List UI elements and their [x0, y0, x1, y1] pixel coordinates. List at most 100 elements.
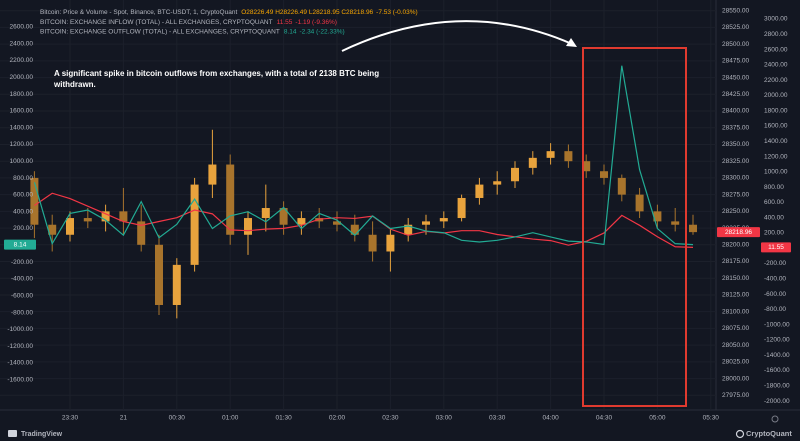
y-tick-label: 28450.00 [722, 74, 749, 81]
y-tick-label: -1200.00 [7, 343, 33, 350]
y-tick-label: 2800.00 [764, 31, 788, 38]
y-tick-label: 400.00 [764, 214, 784, 221]
candle-body [226, 164, 235, 235]
y-tick-label: -1000.00 [7, 326, 33, 333]
legend-name: BITCOIN: EXCHANGE INFLOW (TOTAL) - ALL E… [40, 19, 273, 26]
candle-body [172, 264, 181, 305]
legend-value: 8.14 [284, 28, 297, 35]
y-tick-label: 1000.00 [764, 169, 788, 176]
x-tick-label: 05:30 [703, 415, 720, 422]
candle-body [493, 181, 502, 185]
y-tick-label: 28400.00 [722, 108, 749, 115]
y-tick-label: -1000.00 [764, 321, 790, 328]
y-tick-label: -1800.00 [764, 382, 790, 389]
y-tick-label: -600.00 [764, 291, 786, 298]
y-tick-label: 28100.00 [722, 308, 749, 315]
y-tick-label: 2600.00 [10, 24, 34, 31]
candle-body [386, 234, 395, 252]
candle-body [66, 218, 74, 235]
y-tick-label: 200.00 [764, 230, 784, 237]
candle-body [457, 197, 466, 219]
candle-body [190, 184, 199, 265]
legend-change: -7.53 (-0.03%) [376, 9, 418, 16]
y-tick-label: -400.00 [11, 276, 33, 283]
y-tick-label: 28200.00 [722, 242, 749, 249]
y-tick-label: -1600.00 [764, 367, 790, 374]
legend-change: -1.19 (-9.36%) [295, 19, 337, 26]
candle-body [350, 224, 359, 235]
y-tick-label: 2400.00 [764, 62, 788, 69]
y-tick-label: -600.00 [11, 292, 33, 299]
candle-body [261, 208, 270, 219]
x-tick-label: 00:30 [169, 415, 186, 422]
candle-body [244, 218, 252, 235]
last-value-badge [4, 239, 36, 250]
y-tick-label: 3000.00 [764, 16, 788, 23]
highlight-box [582, 47, 687, 407]
y-tick-label: 1400.00 [764, 138, 788, 145]
y-tick-label: 28325.00 [722, 158, 749, 165]
last-value-badge [761, 242, 791, 253]
candle-body [368, 234, 377, 252]
y-tick-label: 200.00 [13, 225, 33, 232]
y-tick-label: 1200.00 [10, 141, 34, 148]
candle-body [546, 151, 555, 158]
y-tick-label: 600.00 [764, 199, 784, 206]
y-tick-label: 800.00 [764, 184, 784, 191]
y-tick-label: 1600.00 [764, 123, 788, 130]
legend-entry: BITCOIN: EXCHANGE OUTFLOW (TOTAL) - ALL … [40, 28, 345, 35]
candle-body [48, 224, 57, 235]
candle-body [119, 211, 128, 222]
candle-body [528, 157, 537, 168]
candle-body [422, 221, 430, 225]
y-tick-label: 1400.00 [10, 124, 34, 131]
candle-body [564, 151, 573, 162]
y-tick-label: -1200.00 [764, 337, 790, 344]
candle-body [83, 218, 92, 222]
y-tick-label: 28050.00 [722, 342, 749, 349]
y-tick-label: 1800.00 [764, 107, 788, 114]
candle-body [208, 164, 217, 185]
x-tick-label: 04:00 [542, 415, 559, 422]
y-tick-label: 2200.00 [764, 77, 788, 84]
arrow [341, 20, 573, 52]
candle-body [671, 221, 680, 225]
y-tick-label: 28500.00 [722, 41, 749, 48]
candle-body [155, 244, 163, 305]
y-tick-label: -200.00 [764, 260, 786, 267]
last-value-label: 8.14 [14, 241, 27, 248]
candle-body [137, 221, 146, 245]
candle-body [653, 211, 662, 222]
legend-price: Bitcoin: Price & Volume - Spot, Binance,… [40, 9, 418, 16]
annotation-box: A significant spike in bitcoin outflows … [54, 69, 379, 89]
candle-body [617, 177, 626, 195]
y-tick-label: 28150.00 [722, 275, 749, 282]
candle-body [689, 224, 697, 233]
legend-name: Bitcoin: Price & Volume - Spot, Binance,… [40, 9, 237, 16]
y-tick-label: 600.00 [13, 192, 33, 199]
candle-body [582, 161, 591, 172]
y-tick-label: -1400.00 [764, 352, 790, 359]
y-tick-label: 28025.00 [722, 359, 749, 366]
candle-body [511, 167, 519, 182]
y-tick-label: -800.00 [11, 309, 33, 316]
y-tick-label: 28525.00 [722, 24, 749, 31]
footer-right: CryptoQuant [746, 429, 792, 438]
x-tick-label: 03:30 [489, 415, 506, 422]
y-tick-label: 2600.00 [764, 46, 788, 53]
y-tick-label: 1200.00 [764, 153, 788, 160]
y-tick-label: 28000.00 [722, 375, 749, 382]
y-tick-label: 28125.00 [722, 292, 749, 299]
y-tick-label: -200.00 [11, 259, 33, 266]
settings-icon[interactable] [771, 415, 779, 423]
x-tick-label: 05:00 [649, 415, 666, 422]
legend-change: -2.34 (-22.33%) [299, 28, 344, 35]
x-tick-label: 02:00 [329, 415, 346, 422]
legend-entry: BITCOIN: EXCHANGE INFLOW (TOTAL) - ALL E… [40, 19, 337, 26]
x-tick-label: 01:30 [275, 415, 292, 422]
y-tick-label: -1400.00 [7, 360, 33, 367]
y-tick-label: 28550.00 [722, 7, 749, 14]
x-tick-label: 03:00 [436, 415, 453, 422]
